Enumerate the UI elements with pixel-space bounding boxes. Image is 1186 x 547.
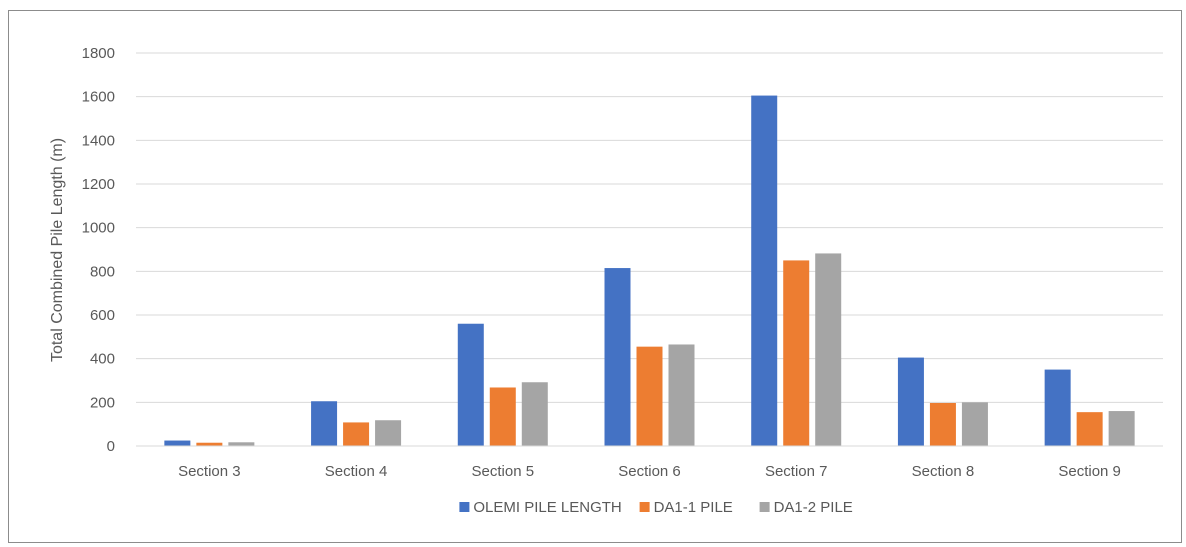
y-tick-label: 1000 [82, 220, 115, 237]
bar-da1-1-pile [1076, 412, 1103, 446]
y-tick-label: 1600 [82, 89, 115, 106]
legend-swatch [639, 502, 650, 512]
y-tick-label: 1200 [82, 176, 115, 193]
bar-da1-1-pile [343, 422, 370, 446]
bar-olemi-pile-length [164, 440, 191, 446]
bar-olemi-pile-length [457, 323, 484, 446]
y-tick-label: 1800 [82, 45, 115, 62]
bar-olemi-pile-length [311, 401, 338, 446]
bar-da1-2-pile [815, 253, 842, 446]
legend-swatch [759, 502, 770, 512]
gridlines [136, 52, 1163, 403]
y-axis-title: Total Combined Pile Length (m) [49, 138, 66, 362]
bar-olemi-pile-length [897, 357, 924, 446]
x-tick-label: Section 4 [325, 463, 388, 480]
y-tick-label: 0 [107, 438, 115, 455]
bar-da1-1-pile [929, 402, 956, 446]
bar-da1-2-pile [1108, 411, 1135, 446]
y-tick-label: 1400 [82, 132, 115, 149]
y-tick-label: 600 [90, 307, 115, 324]
legend-label: DA1-2 PILE [774, 499, 853, 516]
x-tick-label: Section 8 [912, 463, 975, 480]
bar-da1-2-pile [228, 442, 255, 446]
bar-olemi-pile-length [1044, 369, 1071, 446]
y-tick-label: 800 [90, 263, 115, 280]
bar-da1-2-pile [668, 344, 695, 446]
y-tick-label: 400 [90, 351, 115, 368]
y-tick-label: 200 [90, 394, 115, 411]
bar-olemi-pile-length [604, 268, 631, 446]
x-tick-label: Section 3 [178, 463, 241, 480]
bar-da1-1-pile [196, 442, 223, 446]
bar-da1-1-pile [489, 387, 516, 446]
bar-da1-2-pile [521, 382, 548, 446]
bars [164, 95, 1135, 446]
x-tick-label: Section 9 [1058, 463, 1121, 480]
x-tick-label: Section 7 [765, 463, 828, 480]
legend-swatch [459, 502, 470, 512]
x-tick-label: Section 6 [618, 463, 681, 480]
bar-da1-1-pile [783, 260, 810, 446]
x-axis-ticks: Section 3 Section 4 Section 5 Section 6 Sect… [178, 463, 1121, 480]
bar-da1-2-pile [961, 402, 988, 446]
chart-frame [8, 10, 1182, 543]
x-tick-label: Section 5 [472, 463, 535, 480]
legend: OLEMI PILE LENGTH DA1-1 PILE DA1-2 PILE [459, 499, 853, 516]
y-axis-ticks: 0 200 400 600 800 1000 1200 1400 1600 1800 [82, 45, 115, 455]
bar-da1-2-pile [375, 420, 402, 446]
bar-da1-1-pile [636, 346, 663, 446]
legend-label: DA1-1 PILE [654, 499, 733, 516]
legend-label: OLEMI PILE LENGTH [473, 499, 621, 516]
bar-olemi-pile-length [751, 95, 778, 446]
